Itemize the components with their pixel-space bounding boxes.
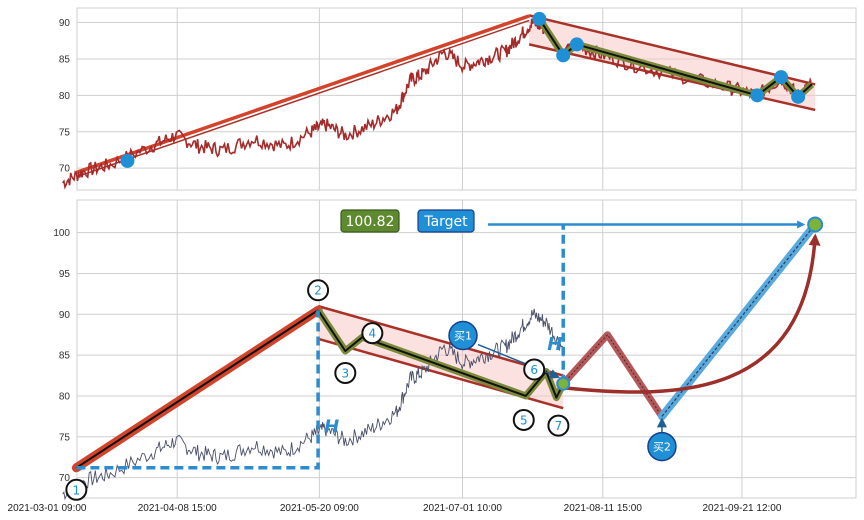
target-label-text: Target [423,214,468,230]
upper-channel-fill [529,15,816,110]
upper-ytick-label: 85 [59,54,71,65]
lower-point-labels: 1 2 3 4 5 6 7 [65,279,570,501]
upper-ytick-label: 80 [59,91,71,102]
upper-pivot-point [556,48,571,63]
pattern-point-marker-3 [334,362,357,385]
pattern-point-marker-5 [512,408,535,431]
lower-ytick-label: 85 [59,351,71,362]
lower-ytick-label: 90 [59,310,71,321]
lower-annotations: H H 100.82 Target 买1 买2 [71,209,824,473]
upper-pivot-point [569,37,584,52]
target-value-text: 100.82 [346,214,395,230]
upper-panel: 70 75 80 85 90 [59,7,857,191]
lower-trend-core [75,309,319,469]
buy2-marker [647,431,677,462]
lower-x-ticks: 2021-03-01 09:00 2021-04-08 15:00 2021-05-… [8,503,782,514]
upper-ytick-label: 70 [59,164,71,175]
pattern-point-label-2: 2 [314,284,322,298]
buy2-label: 买2 [653,441,671,454]
lower-xtick-label: 2021-08-11 15:00 [564,503,643,514]
lower-xtick-label: 2021-04-08 15:00 [138,503,217,514]
lower-ytick-label: 95 [59,269,71,280]
upper-pivot-points [120,11,806,168]
pattern-point-label-7: 7 [555,419,563,433]
lower-channel-top [317,304,564,377]
pattern-point-label-3: 3 [342,367,350,381]
h-label-1: H [324,417,339,438]
pattern-point-marker-1 [65,478,88,501]
upper-ytick-label: 90 [59,18,71,29]
pattern-point-label-5: 5 [520,413,528,427]
h-label-2: H [547,334,562,355]
curved-target-arrow [563,233,821,394]
target-value-box [340,209,400,233]
lower-h-measure-1 [76,310,320,470]
upper-pivot-point [750,88,765,103]
lower-price-series [62,308,564,501]
lower-xtick-label: 2021-05-20 09:00 [280,503,359,514]
upper-plot-frame [76,7,857,191]
lower-ytick-label: 80 [59,391,71,402]
target-label-box [417,209,475,233]
pattern-point-marker-4 [361,322,384,345]
upper-pivot-point [774,70,789,85]
pattern-point-label-6: 6 [530,363,538,377]
upper-ytick-label: 75 [59,127,71,138]
target-point [807,216,824,233]
lower-grid [77,200,856,498]
upper-pivot-point [532,11,547,26]
projection-target-core [661,224,816,417]
projection-zigzag-band [560,331,665,419]
pattern-point-label-1: 1 [73,483,81,497]
upper-channel-top [528,14,816,86]
breakout-point [556,376,571,391]
lower-ytick-label: 100 [53,228,70,239]
lower-y-ticks: 70 75 80 85 90 95 100 [53,228,70,484]
upper-pivot-point [120,153,135,168]
upper-y-ticks: 70 75 80 85 90 [59,18,71,175]
buy1-marker [448,320,478,351]
lower-zigzag-line [317,309,565,399]
buy1-label: 买1 [454,330,472,343]
lower-xtick-label: 2021-07-01 10:00 [423,503,502,514]
lower-xtick-label: 2021-03-01 09:00 [8,503,87,514]
lower-ytick-label: 70 [59,473,71,484]
upper-pivot-point [791,89,806,104]
pattern-point-marker-6 [523,358,546,381]
pattern-point-label-4: 4 [369,327,377,341]
lower-ytick-label: 75 [59,432,71,443]
pattern-point-marker-2 [307,279,330,302]
lower-xtick-label: 2021-09-21 12:00 [702,503,781,514]
pattern-point-marker-7 [547,414,570,437]
